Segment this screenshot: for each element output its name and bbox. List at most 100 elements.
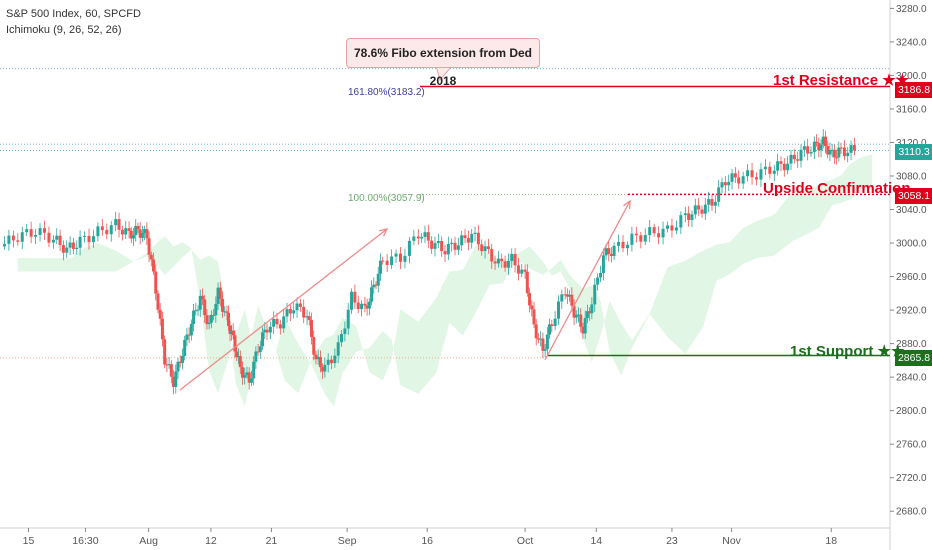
candle-body bbox=[124, 228, 128, 235]
x-tick-label: 15 bbox=[23, 535, 35, 547]
current-price-tag: 3110.3 bbox=[895, 144, 932, 160]
y-tick-label: 3240.0 bbox=[896, 37, 927, 48]
candle-body bbox=[792, 154, 796, 160]
candle-body bbox=[823, 136, 827, 147]
candle-body bbox=[599, 272, 603, 278]
candle-body bbox=[238, 356, 242, 368]
candle-body bbox=[652, 227, 656, 234]
candle-body bbox=[83, 235, 87, 237]
candle-body bbox=[203, 299, 207, 316]
x-tick-label: 12 bbox=[205, 535, 217, 547]
candle-body bbox=[356, 302, 360, 310]
candle-body bbox=[200, 295, 204, 300]
candle-body bbox=[579, 314, 583, 327]
candle-body bbox=[61, 244, 65, 253]
candle-body bbox=[156, 293, 160, 310]
candle-body bbox=[430, 240, 434, 249]
candle-body bbox=[483, 246, 487, 252]
candle-body bbox=[223, 311, 227, 313]
candle-body bbox=[700, 209, 704, 214]
candle-body bbox=[500, 258, 504, 262]
trend-arrow-aug-sep-head bbox=[379, 228, 389, 237]
trend-arrow-oct-nov bbox=[544, 200, 631, 361]
candle-body bbox=[759, 169, 763, 180]
candle-body bbox=[221, 298, 224, 312]
candle-body bbox=[450, 242, 454, 244]
candle-body bbox=[625, 244, 629, 249]
trend-arrow-aug-sep bbox=[179, 228, 388, 391]
candle-body bbox=[261, 332, 265, 347]
candle-body bbox=[43, 228, 46, 233]
fib-161-label: 161.80%(3183.2) bbox=[348, 87, 425, 98]
y-tick-label: 2800.0 bbox=[896, 406, 927, 417]
candle-body bbox=[463, 235, 467, 239]
candle-body bbox=[548, 324, 552, 335]
candle-body bbox=[703, 204, 707, 214]
candle-body bbox=[453, 242, 457, 250]
candle-body bbox=[835, 157, 839, 159]
candle-body bbox=[350, 291, 354, 310]
candle-body bbox=[212, 314, 216, 316]
y-tick-label: 3200.0 bbox=[896, 71, 927, 82]
candle-body bbox=[657, 233, 661, 238]
candle-body bbox=[154, 271, 158, 294]
candle-body bbox=[768, 166, 772, 174]
candle-body bbox=[456, 245, 460, 250]
candle-body bbox=[235, 351, 239, 358]
candle-body bbox=[553, 318, 557, 326]
candle-body bbox=[231, 330, 235, 336]
candle-body bbox=[346, 309, 350, 329]
candle-body bbox=[218, 287, 222, 299]
candle-body bbox=[490, 249, 494, 262]
candle-body bbox=[572, 305, 576, 318]
candle-body bbox=[697, 205, 701, 210]
candle-body bbox=[374, 284, 378, 286]
trend-arrow-oct-nov-head bbox=[623, 199, 631, 210]
candle-body bbox=[446, 243, 450, 255]
candle-body bbox=[630, 233, 634, 245]
candle-body bbox=[365, 305, 369, 309]
candle-body bbox=[802, 146, 806, 150]
x-tick-label: 14 bbox=[590, 535, 602, 547]
candle-body bbox=[114, 219, 118, 226]
candle-body bbox=[772, 170, 776, 174]
candle-body bbox=[723, 182, 727, 186]
candle-body bbox=[247, 372, 251, 383]
candle-body bbox=[837, 147, 841, 158]
candle-body bbox=[556, 301, 560, 319]
candle-body bbox=[799, 149, 803, 161]
candle-body bbox=[51, 239, 55, 243]
candle-body bbox=[105, 230, 109, 235]
candle-body bbox=[372, 284, 376, 288]
candle-body bbox=[812, 141, 816, 152]
chart-legend: S&P 500 Index, 60, SPCFD Ichimoku (9, 26… bbox=[6, 6, 141, 38]
candle-body bbox=[779, 161, 783, 164]
candle-body bbox=[828, 150, 832, 155]
candle-body bbox=[577, 314, 580, 316]
support-annotation: 1st Support ★★ bbox=[790, 343, 905, 360]
candle-body bbox=[815, 141, 819, 144]
x-tick-label: Oct bbox=[517, 535, 533, 547]
candle-body bbox=[506, 261, 510, 268]
candle-body bbox=[256, 351, 260, 353]
candle-body bbox=[683, 213, 687, 216]
candle-body bbox=[376, 273, 380, 286]
candle-body bbox=[755, 177, 758, 180]
candle-body bbox=[532, 309, 536, 325]
candle-body bbox=[318, 356, 322, 368]
indicator-title: Ichimoku (9, 26, 52, 26) bbox=[6, 24, 122, 36]
candle-body bbox=[727, 181, 731, 186]
candle-body bbox=[666, 225, 669, 229]
y-tick-label: 3040.0 bbox=[896, 205, 927, 216]
candle-body bbox=[172, 376, 176, 387]
candle-body bbox=[127, 228, 131, 231]
candle-body bbox=[809, 151, 813, 154]
candle-body bbox=[163, 339, 167, 365]
candle-body bbox=[216, 287, 220, 304]
candle-body bbox=[523, 269, 527, 272]
candle-body bbox=[143, 229, 147, 234]
candle-body bbox=[528, 293, 532, 306]
candle-body bbox=[679, 215, 683, 228]
candle-body bbox=[241, 367, 245, 378]
